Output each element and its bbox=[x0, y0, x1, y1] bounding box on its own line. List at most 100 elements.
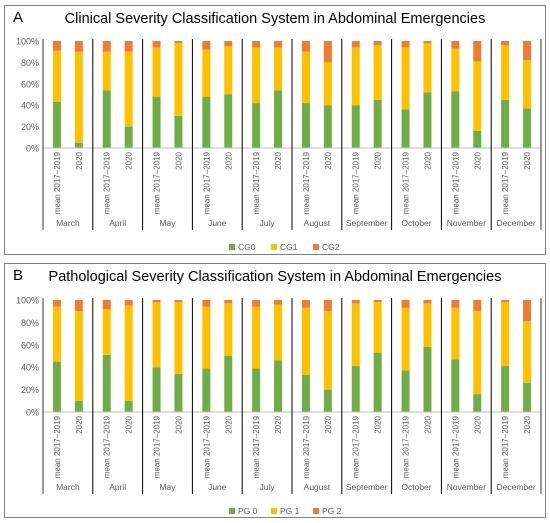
bar-a-0-9 bbox=[274, 90, 283, 148]
bar-a-0-8 bbox=[252, 103, 261, 148]
bar-b-0-2 bbox=[102, 354, 111, 412]
bar-b-0-5 bbox=[174, 373, 183, 412]
bar-b-0-1 bbox=[74, 400, 83, 412]
pathological-severity-chart: 0% 20% 40% 60% 80% 100% mean 2017–2019 2020 mean… bbox=[16, 296, 542, 516]
bar-a-1-18 bbox=[501, 45, 510, 100]
bar-b-1-3 bbox=[124, 305, 133, 401]
month-label-b-8: November bbox=[447, 482, 486, 492]
bar-a-2-13 bbox=[373, 41, 382, 46]
x-tick-label-a-0: mean 2017–2019 bbox=[53, 151, 62, 214]
bar-b-0-19 bbox=[523, 382, 532, 412]
bar-b-0-6 bbox=[202, 368, 211, 412]
x-tick-label-b-2: mean 2017–2019 bbox=[103, 415, 112, 478]
legend-swatch-a-0 bbox=[229, 244, 235, 250]
x-tick-label-a-9: 2020 bbox=[274, 151, 283, 169]
chart-panel-a: A Clinical Severity Classification Syste… bbox=[4, 5, 546, 255]
bar-a-1-1 bbox=[74, 51, 83, 143]
bar-a-0-7 bbox=[224, 94, 233, 148]
y-tick-label-a-5: 100% bbox=[16, 37, 39, 47]
y-tick-label-b-0: 0% bbox=[26, 408, 39, 418]
bar-b-1-9 bbox=[274, 304, 283, 361]
chart-title-a: Clinical Severity Classification System … bbox=[64, 11, 486, 27]
panel-letter-a: A bbox=[13, 9, 24, 26]
bar-a-0-5 bbox=[174, 115, 183, 148]
x-tick-label-a-18: mean 2017–2019 bbox=[501, 151, 510, 214]
bar-a-2-11 bbox=[323, 41, 332, 63]
legend-label-b-1: PG 1 bbox=[280, 506, 300, 516]
bar-b-2-17 bbox=[473, 300, 482, 312]
month-label-b-9: December bbox=[496, 482, 535, 492]
bar-b-1-15 bbox=[423, 303, 432, 348]
x-tick-label-b-15: 2020 bbox=[423, 415, 432, 433]
bar-b-2-2 bbox=[102, 300, 111, 309]
x-tick-label-b-18: mean 2017–2019 bbox=[501, 415, 510, 478]
month-label-a-4: July bbox=[260, 218, 276, 228]
bar-a-1-12 bbox=[351, 47, 360, 106]
bar-a-1-6 bbox=[202, 49, 211, 97]
bar-a-2-2 bbox=[102, 41, 111, 52]
bar-a-1-15 bbox=[423, 43, 432, 93]
clinical-severity-chart: 0% 20% 40% 60% 80% 100% mean 2017–2019 2020 mean… bbox=[16, 37, 542, 252]
x-tick-label-a-11: 2020 bbox=[324, 151, 333, 169]
x-tick-label-a-2: mean 2017–2019 bbox=[103, 151, 112, 214]
x-tick-label-a-1: 2020 bbox=[75, 151, 84, 169]
x-tick-label-a-14: mean 2017–2019 bbox=[402, 151, 411, 214]
x-tick-label-a-4: mean 2017–2019 bbox=[153, 151, 162, 214]
bar-b-2-12 bbox=[351, 300, 360, 304]
bar-a-2-14 bbox=[401, 41, 410, 48]
x-tick-label-a-16: mean 2017–2019 bbox=[451, 151, 460, 214]
x-tick-label-b-12: mean 2017–2019 bbox=[352, 415, 361, 478]
bar-a-0-10 bbox=[301, 103, 310, 148]
month-label-a-5: August bbox=[304, 218, 331, 228]
bar-b-1-0 bbox=[52, 306, 61, 362]
x-tick-label-b-14: mean 2017–2019 bbox=[402, 415, 411, 478]
bar-b-2-1 bbox=[74, 300, 83, 312]
bar-b-2-9 bbox=[274, 300, 283, 305]
bar-a-0-11 bbox=[323, 105, 332, 148]
x-tick-label-a-19: 2020 bbox=[523, 151, 532, 169]
bar-a-0-4 bbox=[152, 96, 161, 148]
bar-a-2-3 bbox=[124, 41, 133, 52]
x-tick-label-a-7: 2020 bbox=[224, 151, 233, 169]
bar-b-2-11 bbox=[323, 300, 332, 312]
month-label-b-5: August bbox=[304, 482, 331, 492]
bar-a-2-19 bbox=[523, 41, 532, 61]
month-label-b-2: May bbox=[159, 482, 176, 492]
bar-b-0-0 bbox=[52, 361, 61, 412]
bar-b-1-7 bbox=[224, 303, 233, 356]
x-tick-label-b-5: 2020 bbox=[174, 415, 183, 433]
x-tick-label-b-8: mean 2017–2019 bbox=[252, 415, 261, 478]
bar-b-2-0 bbox=[52, 300, 61, 307]
bar-b-0-8 bbox=[252, 368, 261, 412]
legend-label-a-2: CG2 bbox=[322, 242, 340, 252]
bar-a-0-1 bbox=[74, 142, 83, 148]
legend-label-b-2: PG 2 bbox=[322, 506, 342, 516]
x-tick-label-b-6: mean 2017–2019 bbox=[202, 415, 211, 478]
legend-label-a-1: CG1 bbox=[280, 242, 298, 252]
bar-b-1-17 bbox=[473, 311, 482, 395]
bar-b-1-2 bbox=[102, 308, 111, 355]
bar-a-1-8 bbox=[252, 47, 261, 104]
month-label-b-4: July bbox=[260, 482, 276, 492]
bar-b-0-16 bbox=[451, 359, 460, 412]
y-tick-label-a-1: 20% bbox=[21, 122, 39, 132]
bar-b-0-10 bbox=[301, 375, 310, 412]
x-tick-label-a-8: mean 2017–2019 bbox=[252, 151, 261, 214]
bar-b-1-4 bbox=[152, 302, 161, 368]
month-label-a-3: June bbox=[208, 218, 227, 228]
bar-a-0-17 bbox=[473, 130, 482, 148]
y-tick-label-b-4: 80% bbox=[21, 318, 39, 328]
bar-a-1-19 bbox=[523, 60, 532, 109]
bar-a-0-0 bbox=[52, 101, 61, 148]
y-tick-label-b-2: 40% bbox=[21, 363, 39, 373]
x-tick-label-b-4: mean 2017–2019 bbox=[153, 415, 162, 478]
bar-a-2-8 bbox=[252, 41, 261, 48]
y-tick-label-a-3: 60% bbox=[21, 79, 39, 89]
month-label-a-6: September bbox=[346, 218, 388, 228]
bar-b-2-10 bbox=[301, 300, 310, 308]
bar-b-2-6 bbox=[202, 300, 211, 307]
x-tick-label-b-19: 2020 bbox=[523, 415, 532, 433]
bar-a-0-14 bbox=[401, 109, 410, 148]
bar-b-2-3 bbox=[124, 300, 133, 306]
bar-b-1-19 bbox=[523, 321, 532, 383]
